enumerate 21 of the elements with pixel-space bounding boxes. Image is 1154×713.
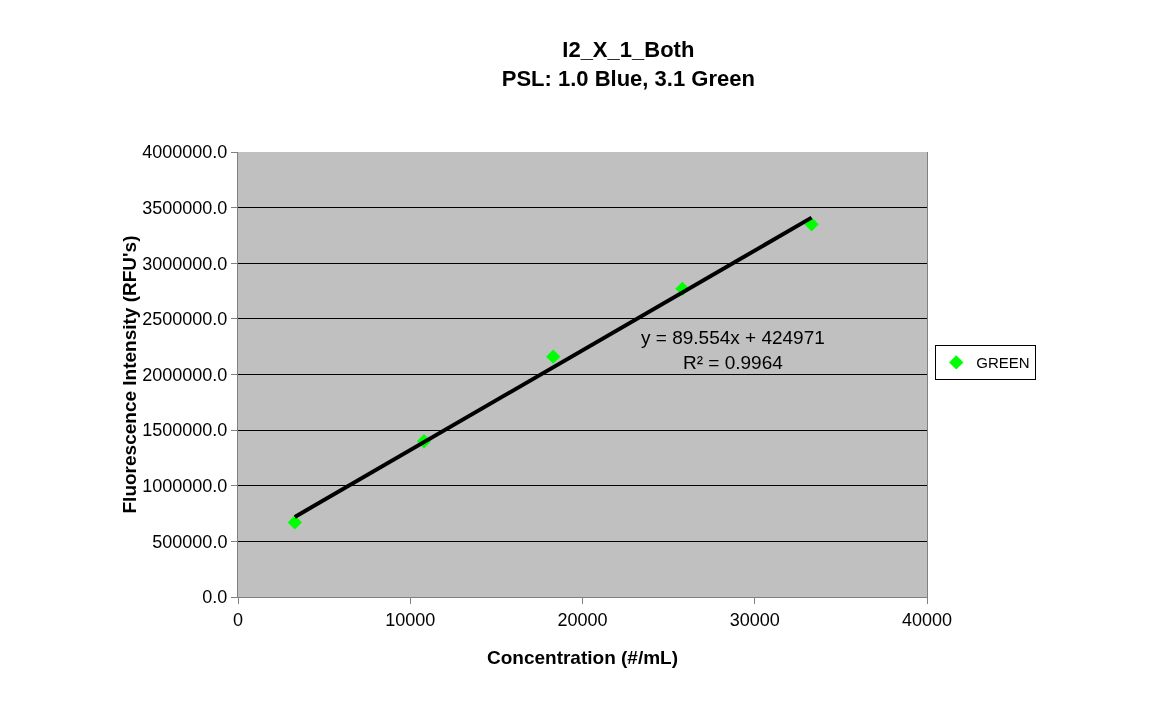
x-tick-label: 30000 bbox=[729, 609, 780, 630]
annotation: y = 89.554x + 424971 R² = 0.9964 bbox=[641, 327, 825, 373]
x-axis-title: Concentration (#/mL) bbox=[486, 647, 679, 668]
y-tick-label: 2500000.0 bbox=[142, 309, 228, 330]
y-tick-label: 1500000.0 bbox=[142, 420, 228, 441]
x-tick-label: 10000 bbox=[385, 609, 436, 630]
chart-title: I2_X_1_Both PSL: 1.0 Blue, 3.1 Green bbox=[501, 37, 755, 91]
y-tick-label: 4000000.0 bbox=[142, 142, 228, 163]
y-tick-label: 3500000.0 bbox=[142, 197, 228, 218]
x-tick-label: 0 bbox=[232, 609, 244, 630]
y-tick-label: 3000000.0 bbox=[142, 253, 228, 274]
y-axis-title: Fluorescence Intensity (RFU's) bbox=[119, 235, 141, 514]
y-tick-label: 2000000.0 bbox=[142, 364, 228, 385]
legend-label: GREEN bbox=[976, 354, 1030, 372]
y-tick-label: 0.0 bbox=[202, 587, 228, 608]
y-tick-label: 1000000.0 bbox=[142, 476, 228, 497]
point bbox=[287, 515, 302, 530]
x-tick-label: 40000 bbox=[901, 609, 953, 630]
x-tick-label: 20000 bbox=[557, 609, 608, 630]
point bbox=[546, 349, 561, 364]
y-tick-label: 500000.0 bbox=[152, 531, 228, 552]
